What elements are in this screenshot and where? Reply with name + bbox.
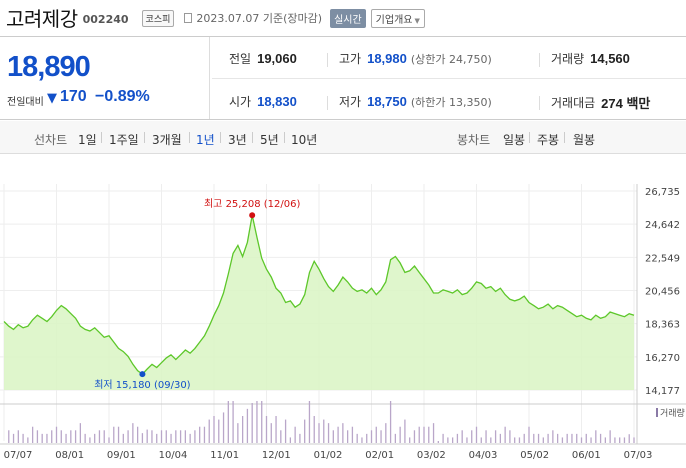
x-tick-label: 11/01: [210, 450, 239, 461]
market-badge: 코스피: [141, 9, 175, 27]
stat-value: 274 백만: [601, 96, 651, 111]
high-marker: [249, 212, 256, 219]
period-option-3m[interactable]: 3개월: [152, 133, 182, 147]
candle-option-monthly[interactable]: 월봉: [573, 133, 596, 147]
stat-low: 저가 18,750 (하한가 13,350): [339, 93, 492, 110]
divider: [220, 132, 221, 143]
stat-value: 14,560: [590, 51, 630, 66]
period-option-3y[interactable]: 3년: [228, 133, 247, 147]
stat-value: 18,750: [367, 94, 407, 109]
divider: [101, 132, 102, 143]
divider: [529, 132, 530, 143]
x-tick-label: 06/01: [572, 450, 601, 461]
stat-value: 18,980: [367, 51, 407, 66]
period-option-5y[interactable]: 5년: [260, 133, 279, 147]
chevron-down-icon: ▼: [414, 16, 420, 25]
y-tick-label: 24,642: [645, 220, 680, 231]
x-tick-label: 02/01: [365, 450, 394, 461]
divider: [189, 132, 190, 143]
divider: [144, 132, 145, 143]
x-tick-label: 04/03: [469, 450, 498, 461]
change-label: 전일대비: [7, 97, 44, 108]
y-tick-label: 14,177: [645, 386, 680, 397]
price-box: 18,890 전일대비 ▼ 170 −0.89%: [0, 37, 210, 119]
price-chart[interactable]: 26,735 24,642 22,549 20,456 18,363 16,270 14,1…: [0, 154, 686, 468]
x-tick-label: 08/01: [55, 450, 84, 461]
period-option-1y[interactable]: 1년: [196, 133, 215, 147]
y-tick-label: 18,363: [645, 320, 680, 331]
stock-code: 002240: [82, 12, 129, 26]
candle-chart-label: 봉차트: [457, 133, 491, 147]
stat-value: 18,830: [257, 94, 297, 109]
period-option-1w[interactable]: 1주일: [109, 133, 139, 147]
stat-high: 고가 18,980 (상한가 24,750): [339, 50, 492, 67]
x-tick-label: 01/02: [314, 450, 343, 461]
stat-sub: (상한가 24,750): [410, 52, 492, 66]
y-tick-label: 20,456: [645, 287, 680, 298]
x-axis-labels: 07/07 08/01 09/01 10/04 11/01 12/01 01/02 02/01…: [4, 450, 653, 461]
stat-value: 19,060: [257, 51, 297, 66]
y-axis-ticks: 26,735 24,642 22,549 20,456 18,363 16,270 14,1…: [645, 187, 680, 397]
stat-label: 전일: [229, 52, 252, 66]
divider: [252, 132, 253, 143]
quote-summary: 18,890 전일대비 ▼ 170 −0.89% 전일 19,060 고가 18…: [0, 36, 686, 120]
divider: [212, 78, 686, 79]
stat-label: 거래량: [551, 52, 585, 66]
current-price: 18,890: [7, 51, 91, 83]
low-marker: [139, 371, 146, 378]
divider: [327, 96, 328, 110]
realtime-button[interactable]: 실시간: [330, 8, 366, 28]
x-tick-label: 03/02: [417, 450, 446, 461]
volume-legend: 거래량: [660, 407, 685, 419]
low-annotation: 최저 15,180 (09/30): [94, 379, 190, 391]
y-tick-label: 16,270: [645, 353, 680, 364]
x-tick-label: 05/02: [520, 450, 549, 461]
candle-option-weekly[interactable]: 주봉: [537, 133, 560, 147]
stat-label: 저가: [339, 95, 362, 109]
as-of-date: 2023.07.07 기준(장마감): [196, 12, 323, 25]
divider: [539, 53, 540, 67]
stat-sub: (하한가 13,350): [410, 95, 492, 109]
extreme-markers: [139, 212, 256, 378]
divider: [564, 132, 565, 143]
stat-volume: 거래량 14,560: [551, 50, 630, 67]
stat-label: 시가: [229, 95, 252, 109]
y-tick-label: 22,549: [645, 253, 680, 264]
document-icon: [184, 13, 193, 23]
change-percent: −0.89%: [95, 88, 150, 105]
change-value: 170: [60, 88, 87, 105]
divider: [327, 53, 328, 67]
divider: [284, 132, 285, 143]
y-tick-label: 26,735: [645, 187, 680, 198]
period-option-1d[interactable]: 1일: [78, 133, 97, 147]
stat-amount: 거래대금 274 백만: [551, 93, 650, 112]
volume-legend-swatch: [656, 408, 658, 417]
high-annotation: 최고 25,208 (12/06): [204, 198, 300, 210]
down-arrow-icon: ▼: [47, 91, 57, 106]
line-chart-label: 선차트: [34, 133, 68, 147]
stat-label: 거래대금: [551, 96, 596, 110]
x-tick-label: 10/04: [159, 450, 188, 461]
price-line: [3, 215, 635, 375]
title-row: 고려제강 002240 코스피 2023.07.07 기준(장마감) 실시간 기…: [0, 0, 686, 34]
stat-open: 시가 18,830: [229, 93, 297, 110]
stat-prev-close: 전일 19,060: [229, 50, 297, 67]
period-option-10y[interactable]: 10년: [291, 133, 318, 147]
x-tick-label: 07/07: [4, 450, 33, 461]
candle-option-daily[interactable]: 일봉: [503, 133, 526, 147]
stat-label: 고가: [339, 52, 362, 66]
company-name: 고려제강: [6, 6, 78, 31]
x-tick-label: 09/01: [107, 450, 136, 461]
company-info-dropdown[interactable]: 기업개요 ▼: [370, 8, 425, 28]
company-info-label: 기업개요: [375, 14, 413, 26]
x-tick-label: 07/03: [624, 450, 653, 461]
period-bar: 선차트 1일 1주일 3개월 1년 3년 5년 10년 봉차트 일봉 주봉 월봉: [0, 121, 686, 154]
divider: [539, 96, 540, 110]
price-area: [4, 215, 634, 390]
x-tick-label: 12/01: [262, 450, 291, 461]
volume-bars: [8, 401, 635, 443]
